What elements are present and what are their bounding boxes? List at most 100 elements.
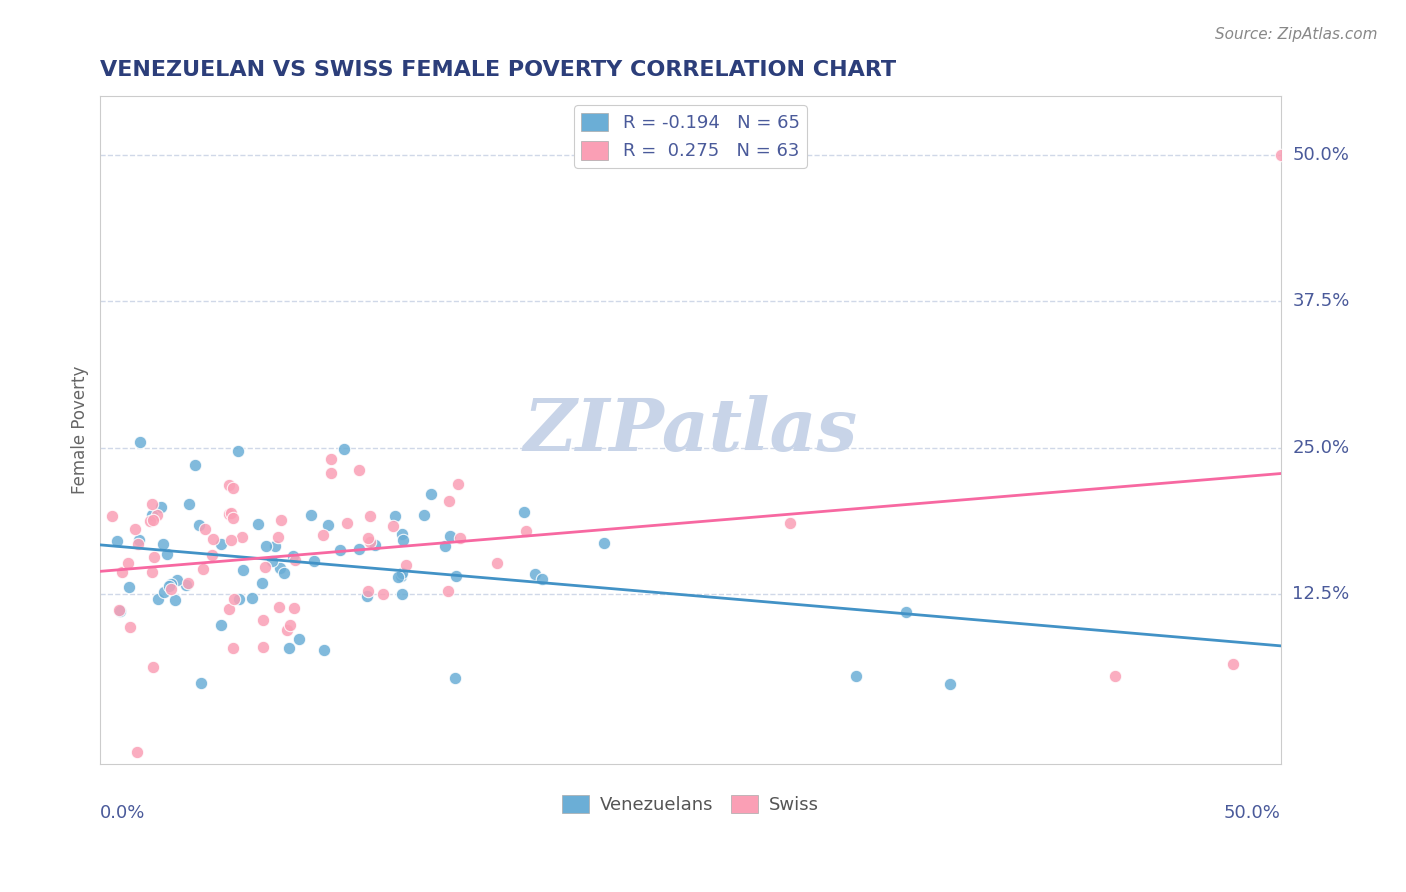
Venezuelans: [247, 516, 270, 531]
Swiss: [193, 522, 215, 536]
Swiss: [1104, 669, 1126, 683]
Swiss: [219, 507, 242, 521]
Swiss: [1270, 148, 1292, 162]
Venezuelans: [108, 604, 131, 618]
Venezuelans: [254, 539, 277, 553]
Swiss: [779, 516, 801, 530]
Text: ZIPatlas: ZIPatlas: [523, 394, 858, 466]
Swiss: [141, 498, 163, 512]
Venezuelans: [264, 539, 287, 553]
Venezuelans: [156, 547, 179, 561]
Venezuelans: [312, 643, 335, 657]
Swiss: [118, 620, 141, 634]
Swiss: [382, 518, 405, 533]
Venezuelans: [413, 508, 436, 522]
Venezuelans: [150, 500, 173, 514]
Venezuelans: [278, 640, 301, 655]
Swiss: [319, 467, 342, 481]
Swiss: [357, 583, 380, 598]
Venezuelans: [174, 578, 197, 592]
Swiss: [111, 565, 134, 579]
Text: 12.5%: 12.5%: [1292, 585, 1350, 603]
Swiss: [276, 623, 298, 637]
Swiss: [347, 463, 370, 477]
Swiss: [222, 641, 245, 656]
Text: 0.0%: 0.0%: [100, 804, 146, 822]
Text: 25.0%: 25.0%: [1292, 439, 1350, 457]
Swiss: [222, 511, 245, 525]
Venezuelans: [226, 444, 249, 458]
Venezuelans: [105, 534, 128, 549]
Swiss: [127, 745, 149, 759]
Venezuelans: [387, 570, 409, 584]
Swiss: [267, 530, 290, 544]
Venezuelans: [179, 497, 201, 511]
Swiss: [117, 557, 139, 571]
Venezuelans: [273, 566, 295, 580]
Swiss: [252, 613, 274, 627]
Swiss: [101, 508, 124, 523]
Swiss: [359, 508, 381, 523]
Swiss: [359, 535, 381, 549]
Venezuelans: [513, 505, 536, 519]
Venezuelans: [391, 566, 413, 581]
Swiss: [219, 533, 242, 547]
Swiss: [284, 552, 307, 566]
Venezuelans: [444, 568, 467, 582]
Swiss: [218, 477, 240, 491]
Swiss: [143, 550, 166, 565]
Swiss: [142, 659, 165, 673]
Venezuelans: [333, 442, 356, 457]
Venezuelans: [228, 592, 250, 607]
Swiss: [254, 559, 277, 574]
Legend: Venezuelans, Swiss: Venezuelans, Swiss: [554, 788, 827, 822]
Swiss: [146, 508, 169, 522]
Venezuelans: [939, 677, 962, 691]
Swiss: [267, 599, 290, 614]
Swiss: [201, 548, 224, 562]
Venezuelans: [166, 573, 188, 587]
Venezuelans: [356, 589, 378, 603]
Swiss: [447, 476, 470, 491]
Swiss: [231, 530, 253, 544]
Venezuelans: [318, 518, 340, 533]
Swiss: [1222, 657, 1244, 672]
Swiss: [449, 531, 471, 545]
Venezuelans: [260, 554, 283, 568]
Venezuelans: [302, 554, 325, 568]
Venezuelans: [240, 591, 263, 606]
Text: 50.0%: 50.0%: [1292, 146, 1350, 164]
Venezuelans: [420, 486, 443, 500]
Swiss: [222, 591, 245, 606]
Swiss: [201, 532, 224, 546]
Swiss: [124, 522, 146, 536]
Venezuelans: [165, 593, 187, 607]
Venezuelans: [301, 508, 323, 522]
Venezuelans: [439, 529, 461, 543]
Venezuelans: [157, 579, 180, 593]
Venezuelans: [364, 537, 387, 551]
Swiss: [141, 565, 163, 579]
Venezuelans: [531, 572, 554, 586]
Swiss: [177, 575, 200, 590]
Text: Source: ZipAtlas.com: Source: ZipAtlas.com: [1215, 27, 1378, 42]
Venezuelans: [389, 569, 412, 583]
Swiss: [142, 513, 165, 527]
Swiss: [486, 556, 509, 570]
Venezuelans: [146, 591, 169, 606]
Y-axis label: Female Poverty: Female Poverty: [72, 366, 89, 494]
Venezuelans: [523, 566, 546, 581]
Swiss: [160, 582, 183, 597]
Swiss: [139, 514, 162, 528]
Swiss: [252, 640, 274, 655]
Venezuelans: [190, 676, 212, 690]
Swiss: [278, 618, 301, 632]
Venezuelans: [118, 580, 141, 594]
Venezuelans: [152, 537, 174, 551]
Venezuelans: [159, 577, 181, 591]
Text: 37.5%: 37.5%: [1292, 293, 1350, 310]
Venezuelans: [845, 669, 868, 683]
Venezuelans: [252, 575, 274, 590]
Venezuelans: [188, 518, 211, 533]
Swiss: [270, 513, 292, 527]
